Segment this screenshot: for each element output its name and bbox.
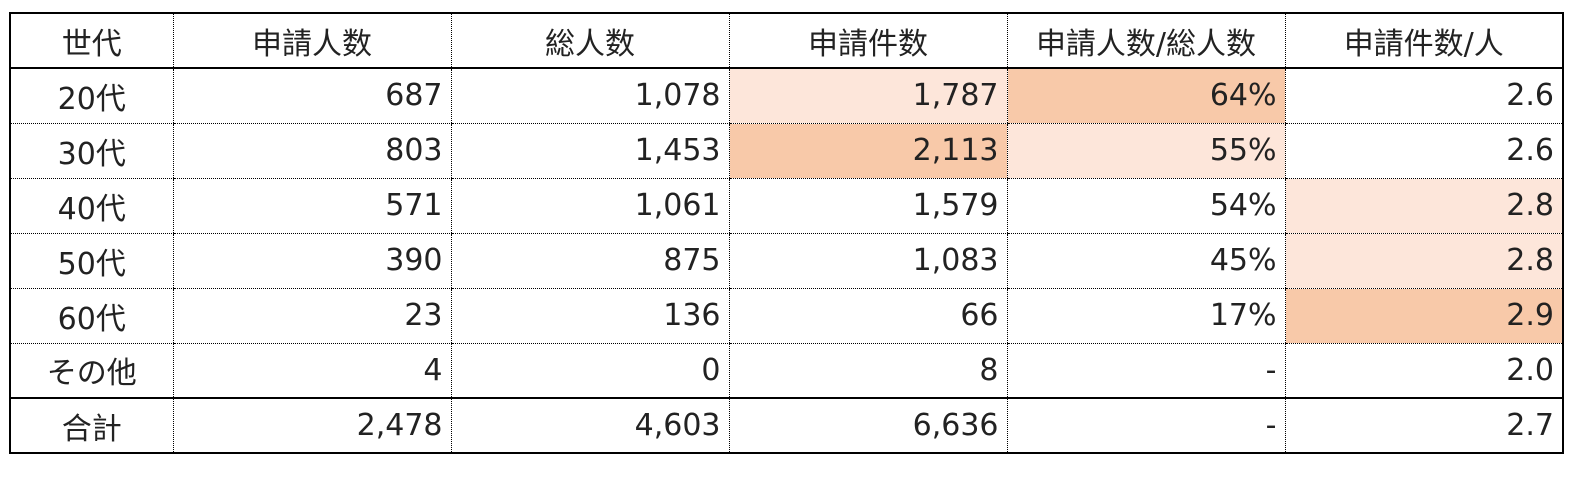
table-row: 20代 687 1,078 1,787 64% 2.6 (10, 68, 1563, 124)
cell-applicants: 571 (172, 178, 451, 234)
cell-applicants: 4 (172, 343, 451, 399)
cell-applicant-ratio: - (1006, 343, 1285, 399)
cell-total-people: 1,061 (450, 178, 729, 234)
cell-applications-per-person: 2.9 (1284, 288, 1563, 344)
generation-label: 40代 (10, 178, 173, 234)
header-applications: 申請件数 (728, 13, 1007, 69)
cell-applicants: 23 (172, 288, 451, 344)
cell-total-people: 0 (450, 343, 729, 399)
cell-total-people: 1,078 (450, 68, 729, 124)
cell-applications: 66 (728, 288, 1007, 344)
cell-total-people: 875 (450, 233, 729, 289)
header-total-people: 総人数 (450, 13, 729, 69)
total-applicants: 2,478 (172, 398, 451, 453)
generation-application-table: 世代 申請人数 総人数 申請件数 申請人数/総人数 申請件数/人 20代 687 1… (9, 12, 1564, 454)
cell-applications: 8 (728, 343, 1007, 399)
generation-label: 20代 (10, 68, 173, 124)
cell-applicant-ratio: 55% (1006, 123, 1285, 179)
cell-applicant-ratio: 45% (1006, 233, 1285, 289)
cell-applicants: 803 (172, 123, 451, 179)
total-applications-per-person: 2.7 (1284, 398, 1563, 453)
cell-applications-per-person: 2.8 (1284, 233, 1563, 289)
header-applications-per-person: 申請件数/人 (1284, 13, 1563, 69)
header-applicants: 申請人数 (172, 13, 451, 69)
table-row: 50代 390 875 1,083 45% 2.8 (10, 233, 1563, 289)
cell-applications-per-person: 2.8 (1284, 178, 1563, 234)
cell-applications-per-person: 2.6 (1284, 68, 1563, 124)
total-label: 合計 (61, 411, 122, 447)
cell-total-people: 136 (450, 288, 729, 344)
generation-label: 60代 (10, 288, 173, 344)
cell-applications-per-person: 2.0 (1284, 343, 1563, 399)
total-total-people: 4,603 (450, 398, 729, 453)
generation-label: その他 (10, 343, 173, 399)
table-row: 40代 571 1,061 1,579 54% 2.8 (10, 178, 1563, 234)
cell-applicants: 687 (172, 68, 451, 124)
total-applicant-ratio: - (1006, 398, 1285, 453)
generation-label: 30代 (10, 123, 173, 179)
cell-applications: 1,579 (728, 178, 1007, 234)
table-row: その他 4 0 8-2.0 (10, 343, 1563, 399)
total-row: 合計 2,478 4,603 6,636 - 2.7 (10, 398, 1563, 453)
cell-applicant-ratio: 17% (1006, 288, 1285, 344)
cell-applicant-ratio: 64% (1006, 68, 1285, 124)
header-applicant-ratio: 申請人数/総人数 (1006, 13, 1285, 69)
total-applications: 6,636 (728, 398, 1007, 453)
cell-applicant-ratio: 54% (1006, 178, 1285, 234)
cell-applications: 2,113 (728, 123, 1007, 179)
table-row: 60代 23 136 66 17% 2.9 (10, 288, 1563, 344)
cell-applications: 1,787 (728, 68, 1007, 124)
cell-applications-per-person: 2.6 (1284, 123, 1563, 179)
cell-applications: 1,083 (728, 233, 1007, 289)
table-row: 30代 803 1,453 2,113 55% 2.6 (10, 123, 1563, 179)
header-generation: 世代 (10, 13, 173, 69)
generation-label: 50代 (10, 233, 173, 289)
cell-applicants: 390 (172, 233, 451, 289)
header-row: 世代 申請人数 総人数 申請件数 申請人数/総人数 申請件数/人 (10, 13, 1563, 69)
cell-total-people: 1,453 (450, 123, 729, 179)
